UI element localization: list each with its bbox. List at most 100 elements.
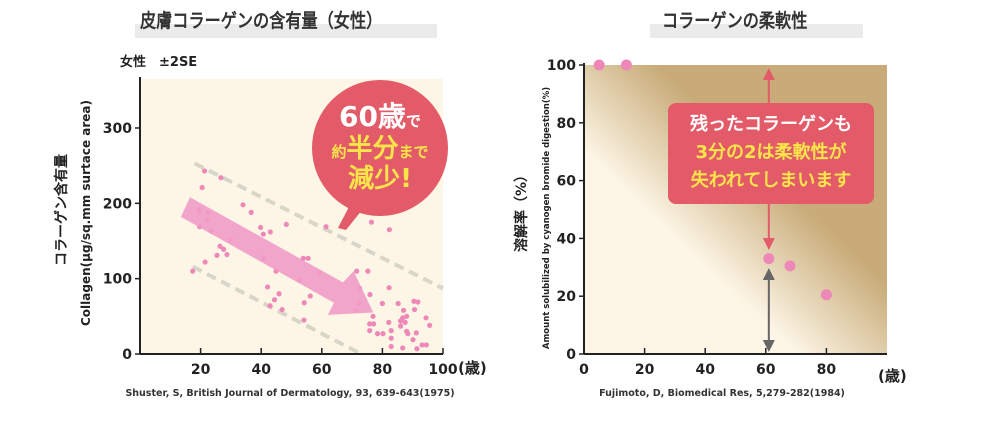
data-point xyxy=(388,343,394,350)
data-point xyxy=(279,306,285,313)
data-point xyxy=(374,331,381,337)
x-tick-label: 20 xyxy=(635,362,655,378)
left-x-unit: (歳) xyxy=(458,359,487,377)
data-point xyxy=(365,268,371,274)
data-point xyxy=(380,331,386,337)
x-tick-label: 60 xyxy=(312,362,332,378)
red-arrow-head-up xyxy=(762,68,775,80)
data-point xyxy=(388,335,394,341)
data-point xyxy=(427,322,433,328)
left-source: Shuster, S, British Journal of Dermatolo… xyxy=(125,388,454,399)
right-chart-title: コラーゲンの柔軟性 xyxy=(662,10,808,32)
x-tick-label: 40 xyxy=(695,362,715,378)
right-title-band xyxy=(650,24,863,38)
y-tick-label: 20 xyxy=(557,289,577,305)
y-tick-label: 80 xyxy=(557,116,577,132)
data-point xyxy=(199,184,205,191)
data-point xyxy=(419,342,425,348)
data-point xyxy=(307,293,313,299)
y-tick-label: 0 xyxy=(566,347,576,363)
data-point xyxy=(300,255,306,261)
x-tick-label: 40 xyxy=(251,362,271,378)
data-point xyxy=(217,243,223,249)
data-point xyxy=(367,321,373,327)
data-point xyxy=(397,323,404,329)
data-point xyxy=(305,255,311,261)
data-point xyxy=(423,342,429,348)
flexibility-callout: 残ったコラーゲンも 3分の2は柔軟性が 失われてしまいます xyxy=(668,103,874,204)
se-band-line xyxy=(193,161,444,291)
data-point xyxy=(386,227,392,233)
x-tick-label: 20 xyxy=(191,362,211,378)
bubble-age: 60歳 xyxy=(339,100,406,133)
data-point xyxy=(214,252,220,258)
data-point xyxy=(400,345,406,351)
gray-arrow-head-up xyxy=(762,268,775,280)
bubble-half: 半分 xyxy=(346,134,399,164)
data-point xyxy=(240,202,246,208)
left-ylabel: Collagen(µg/sq.mm surtace area) xyxy=(79,100,93,326)
y-tick-label: 200 xyxy=(103,196,132,212)
y-tick-label: 40 xyxy=(557,231,577,247)
data-point xyxy=(423,315,429,321)
y-tick-label: 60 xyxy=(557,174,577,190)
data-point xyxy=(368,219,375,225)
data-point xyxy=(218,175,224,181)
trend-arrow xyxy=(180,197,374,315)
data-point xyxy=(202,259,208,265)
callout-line1: 残ったコラーゲンも xyxy=(690,114,852,135)
data-point xyxy=(593,59,605,71)
data-point xyxy=(415,299,421,305)
data-point xyxy=(413,330,419,336)
data-point xyxy=(379,300,385,307)
left-subtitle: 女性 ±2SE xyxy=(120,54,197,70)
right-source: Fujimoto, D, Biomedical Res, 5,279-282(1… xyxy=(599,388,845,399)
data-point xyxy=(371,321,377,327)
x-tick-label: 60 xyxy=(756,362,776,378)
data-point xyxy=(784,260,796,272)
data-point xyxy=(264,284,271,290)
data-point xyxy=(221,246,227,252)
data-point xyxy=(401,307,407,313)
callout-two-thirds: 3分の2 xyxy=(695,142,757,163)
data-point xyxy=(370,313,376,319)
data-point xyxy=(260,231,266,237)
data-point xyxy=(404,313,410,319)
data-point xyxy=(386,319,392,325)
bubble-approx: 約 xyxy=(331,143,347,161)
left-chart-title: 皮膚コラーゲンの含有量（女性） xyxy=(140,10,383,32)
data-point xyxy=(388,328,394,334)
data-point xyxy=(301,317,307,323)
right-x-unit: (歳) xyxy=(878,367,907,385)
callout-line2: は柔軟性が xyxy=(756,142,847,163)
data-point xyxy=(367,291,373,298)
y-tick-label: 100 xyxy=(547,58,576,74)
data-point xyxy=(267,303,273,309)
left-title-band xyxy=(135,24,437,38)
left-ylabel-ja: コラーゲン含有量 xyxy=(53,154,70,266)
x-tick-label: 80 xyxy=(817,362,837,378)
gray-arrow-head-down xyxy=(762,340,775,352)
data-point xyxy=(323,224,329,230)
data-point xyxy=(763,253,775,265)
y-tick-label: 300 xyxy=(103,121,132,137)
data-point xyxy=(367,328,373,334)
data-point xyxy=(397,318,404,324)
bubble-de: で xyxy=(405,112,421,130)
data-point xyxy=(190,268,196,274)
x-tick-label: 0 xyxy=(579,362,589,378)
callout-bubble: 60歳で 約半分まで 減少! xyxy=(312,80,448,216)
data-point xyxy=(411,298,417,304)
x-tick-label: 100 xyxy=(428,362,457,378)
data-point xyxy=(283,221,289,228)
y-tick-label: 100 xyxy=(103,272,132,288)
data-point xyxy=(301,300,307,306)
data-point xyxy=(248,209,254,215)
data-point xyxy=(620,59,632,71)
data-point xyxy=(414,346,420,352)
bubble-until: まで xyxy=(398,143,429,161)
data-point xyxy=(395,300,401,307)
data-point xyxy=(386,285,392,291)
data-point xyxy=(276,291,282,297)
